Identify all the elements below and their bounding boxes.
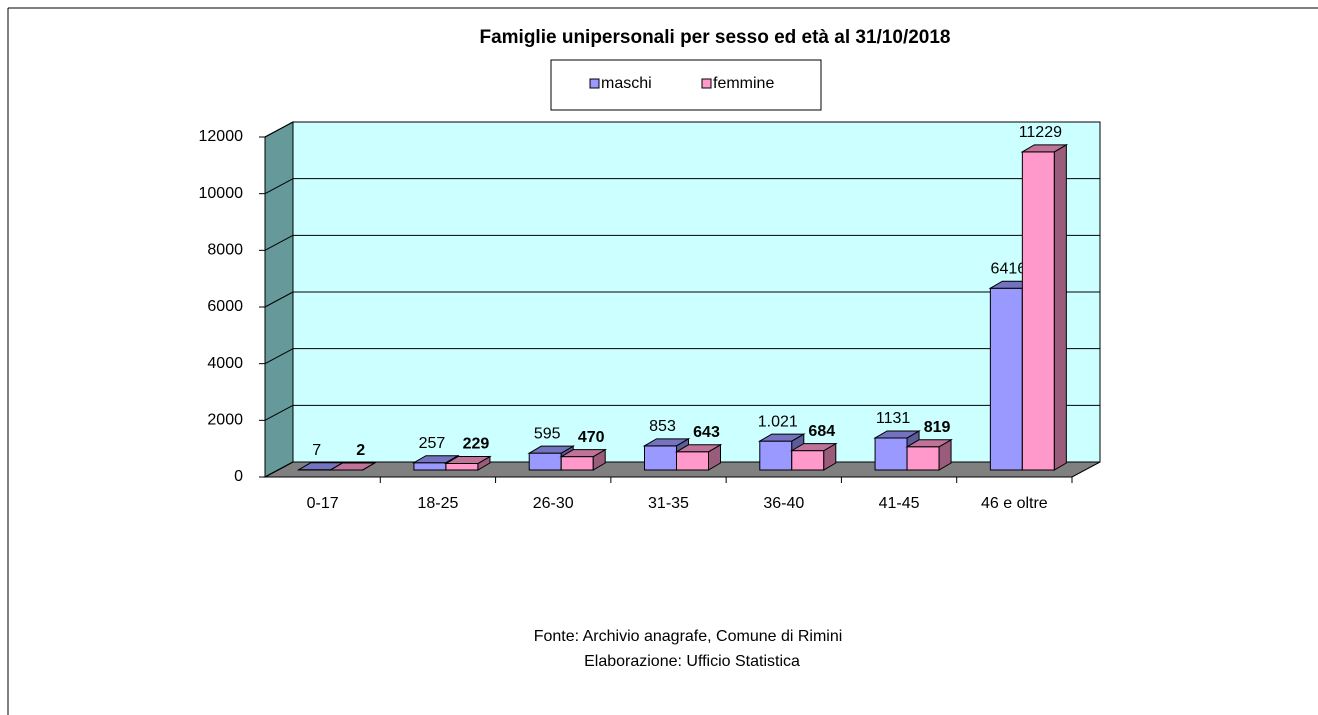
- y-tick-label: 12000: [199, 128, 244, 145]
- grid-line: [264, 348, 294, 365]
- bar-face: [757, 433, 806, 442]
- bar-face: [412, 455, 460, 464]
- data-label: 229: [463, 436, 490, 453]
- data-label: 470: [578, 429, 605, 446]
- data-label: 684: [808, 423, 835, 440]
- grid-line: [264, 121, 294, 138]
- y-tick-label: 10000: [199, 185, 244, 202]
- x-tick-label: 36-40: [763, 495, 804, 512]
- bar: [789, 442, 838, 471]
- bar-face: [1021, 151, 1055, 471]
- bar-face: [1020, 144, 1069, 153]
- bar-face: [674, 444, 723, 453]
- grid-line: [264, 461, 294, 478]
- source-note: Elaborazione: Ufficio Statistica: [584, 653, 800, 670]
- data-label: 2: [356, 442, 365, 459]
- bar: [444, 455, 492, 471]
- x-tick-label: 46 e oltre: [981, 495, 1048, 512]
- bar-face: [444, 456, 492, 465]
- bar-face: [328, 462, 377, 471]
- bar: [674, 443, 723, 471]
- x-tick-label: 0-17: [307, 495, 339, 512]
- grid-line: [264, 234, 294, 251]
- data-label: 1131: [876, 410, 911, 427]
- bar-face: [905, 439, 953, 448]
- bar-face: [413, 462, 447, 471]
- grid-line: [264, 291, 294, 308]
- y-tick-label: 8000: [207, 242, 243, 259]
- bar-face: [789, 443, 838, 452]
- data-label: 6416: [991, 260, 1027, 277]
- legend-swatch: [701, 78, 712, 89]
- data-label: 595: [534, 425, 561, 442]
- data-label: 1.021: [758, 413, 798, 430]
- data-label: 819: [924, 419, 951, 436]
- x-tick-label: 18-25: [417, 495, 458, 512]
- chart-title: Famiglie unipersonali per sesso ed età a…: [479, 27, 950, 48]
- x-tick-label: 41-45: [879, 495, 920, 512]
- bar-face: [559, 449, 608, 458]
- bar-face: [676, 451, 709, 471]
- y-tick-label: 2000: [207, 412, 243, 429]
- legend-label: femmine: [713, 75, 774, 92]
- bar-face: [874, 437, 908, 471]
- data-label: 643: [693, 424, 720, 441]
- bar: [1020, 143, 1069, 471]
- bar-face: [644, 445, 677, 471]
- bar-face: [989, 287, 1023, 471]
- bar-face: [873, 430, 921, 439]
- x-tick-label: 26-30: [533, 495, 574, 512]
- bar-face: [642, 438, 691, 447]
- data-label: 257: [419, 435, 446, 452]
- y-tick-label: 4000: [207, 355, 243, 372]
- bar-face: [527, 445, 576, 454]
- bar: [328, 462, 377, 471]
- bar-face: [528, 452, 562, 471]
- data-label: 7: [312, 442, 321, 459]
- bar-face: [759, 440, 793, 471]
- bar-face: [791, 450, 825, 471]
- bar: [905, 438, 953, 471]
- x-tick-label: 31-35: [648, 495, 689, 512]
- legend-swatch: [589, 78, 600, 89]
- grid-line: [264, 404, 294, 421]
- legend-label: maschi: [601, 75, 652, 92]
- bar-face: [445, 463, 479, 471]
- bar-face: [560, 456, 594, 471]
- bar-face: [906, 446, 940, 471]
- y-tick-label: 6000: [207, 298, 243, 315]
- data-label: 11229: [1019, 124, 1062, 141]
- source-note: Fonte: Archivio anagrafe, Comune di Rimi…: [534, 628, 843, 645]
- data-label: 853: [649, 418, 676, 435]
- y-tick-label: 0: [234, 468, 243, 485]
- grid-line: [264, 178, 294, 195]
- bar: [559, 448, 608, 471]
- bar-face: [1053, 143, 1067, 471]
